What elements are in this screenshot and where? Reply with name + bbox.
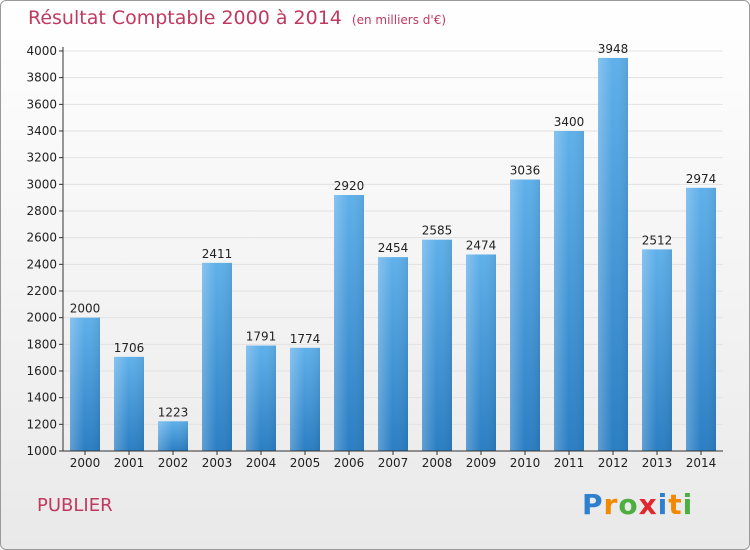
bar-shade — [114, 356, 144, 451]
data-label: 3400 — [554, 115, 585, 129]
data-label: 1774 — [290, 332, 321, 346]
x-tick-label: 2003 — [202, 456, 233, 470]
logo-letter: o — [618, 488, 639, 521]
x-tick-label: 2008 — [422, 456, 453, 470]
x-tick-label: 2009 — [466, 456, 497, 470]
logo-letter: P — [582, 488, 604, 521]
data-label: 3036 — [510, 164, 541, 178]
x-tick-label: 2011 — [554, 456, 585, 470]
y-tick-label: 3600 — [26, 97, 57, 111]
x-tick-label: 2007 — [378, 456, 409, 470]
bar-shade — [290, 347, 320, 451]
chart-subtitle: (en milliers d'€) — [351, 13, 447, 27]
data-label: 2920 — [334, 179, 365, 193]
chart-title-text: Résultat Comptable 2000 à 2014 — [28, 7, 342, 29]
data-label: 2512 — [642, 233, 673, 247]
y-tick-label: 4000 — [26, 44, 57, 58]
x-tick-label: 2012 — [598, 456, 629, 470]
y-tick-label: 2800 — [26, 204, 57, 218]
x-tick-label: 2005 — [290, 456, 321, 470]
bar-shade — [554, 131, 584, 451]
data-label: 2411 — [202, 247, 233, 261]
data-label: 1223 — [158, 405, 189, 419]
logo-letter: t — [668, 488, 683, 521]
bar-shade — [598, 57, 628, 451]
bar-shade — [334, 195, 364, 451]
y-tick-label: 3400 — [26, 124, 57, 138]
logo-letter: i — [657, 488, 669, 521]
data-label: 1706 — [114, 341, 145, 355]
logo-letter: r — [603, 488, 619, 521]
y-tick-label: 2600 — [26, 231, 57, 245]
y-tick-label: 1400 — [26, 391, 57, 405]
x-tick-label: 2013 — [642, 456, 673, 470]
y-tick-label: 3000 — [26, 177, 57, 191]
y-tick-label: 1600 — [26, 364, 57, 378]
logo-letter: i — [682, 488, 694, 521]
bar-shade — [510, 179, 540, 452]
y-tick-label: 2400 — [26, 257, 57, 271]
proxiti-logo: Proxiti — [582, 488, 693, 521]
commune-name: PUBLIER — [37, 495, 113, 516]
bar-shade — [246, 345, 276, 451]
bar-shade — [70, 317, 100, 451]
y-tick-label: 2200 — [26, 284, 57, 298]
y-tick-label: 1000 — [26, 444, 57, 458]
bar-shade — [422, 239, 452, 451]
data-label: 3948 — [598, 42, 629, 56]
data-label: 2474 — [466, 238, 497, 252]
bar-shade — [686, 187, 716, 452]
y-tick-label: 1800 — [26, 337, 57, 351]
data-label: 2974 — [686, 172, 717, 186]
x-tick-label: 2004 — [246, 456, 277, 470]
data-label: 1791 — [246, 330, 277, 344]
data-label: 2454 — [378, 241, 409, 255]
bar-shade — [466, 254, 496, 451]
y-tick-label: 2000 — [26, 311, 57, 325]
y-tick-label: 1200 — [26, 417, 57, 431]
x-tick-label: 2000 — [70, 456, 101, 470]
bar-shade — [202, 262, 232, 451]
x-tick-label: 2006 — [334, 456, 365, 470]
x-tick-label: 2014 — [686, 456, 717, 470]
x-tick-label: 2002 — [158, 456, 189, 470]
data-label: 2585 — [422, 224, 453, 238]
logo-letter: x — [638, 488, 658, 521]
bar-shade — [158, 421, 188, 451]
x-tick-label: 2001 — [114, 456, 145, 470]
y-tick-label: 3200 — [26, 151, 57, 165]
bar-shade — [378, 257, 408, 451]
x-tick-label: 2010 — [510, 456, 541, 470]
data-label: 2000 — [70, 302, 101, 316]
chart-title: Résultat Comptable 2000 à 2014 (en millie… — [28, 7, 446, 29]
y-tick-label: 3800 — [26, 71, 57, 85]
bar-shade — [642, 249, 672, 451]
